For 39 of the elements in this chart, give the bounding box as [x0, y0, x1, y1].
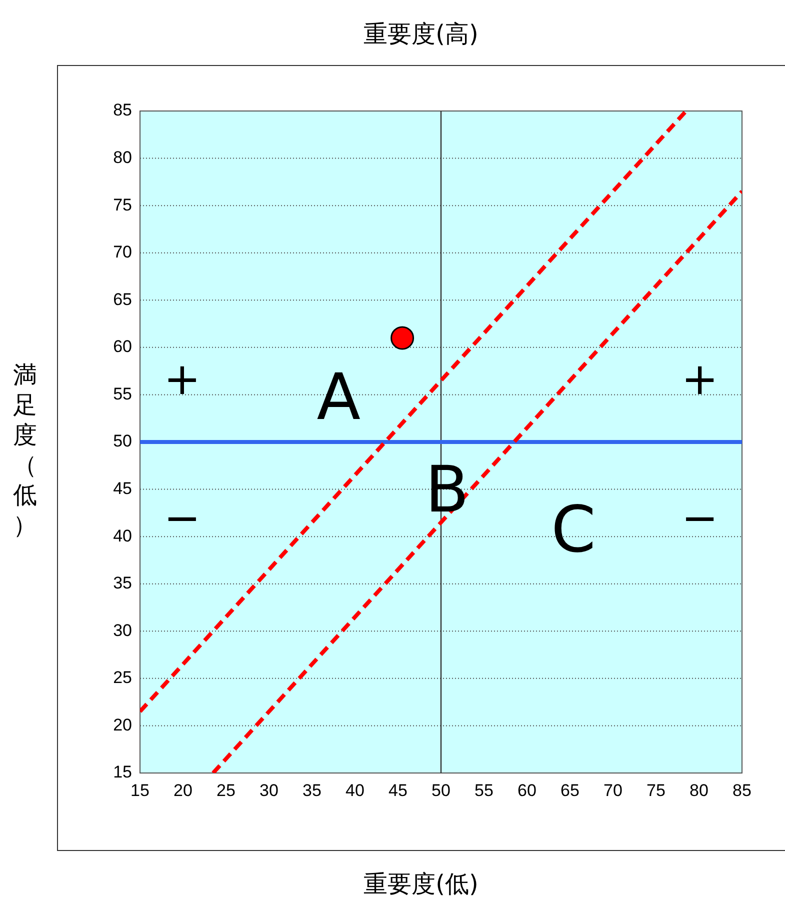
y-tick-label: 65 — [113, 290, 132, 309]
y-tick-label: 20 — [113, 715, 132, 734]
y-tick-label: 55 — [113, 384, 132, 404]
x-tick-label: 75 — [646, 780, 666, 800]
y-tick-label: 80 — [113, 148, 132, 167]
x-axis-title: 重要度(低) — [362, 869, 480, 897]
annotation: − — [164, 492, 201, 544]
y-tick-label: 75 — [113, 195, 132, 214]
x-tick-label: 85 — [732, 780, 752, 800]
y-tick-label: 25 — [113, 668, 132, 688]
y-tick-label: 15 — [113, 762, 132, 782]
x-tick-label: 50 — [432, 780, 450, 800]
y-tick-label: 70 — [113, 242, 132, 262]
x-tick-label: 60 — [518, 780, 536, 800]
x-tick-label: 20 — [174, 780, 192, 800]
x-tick-label: 15 — [130, 780, 150, 800]
x-tick-label: 55 — [474, 780, 494, 800]
y-tick-label: 45 — [113, 478, 132, 498]
y-tick-label: 35 — [113, 574, 132, 593]
y-tick-label: 85 — [113, 100, 132, 120]
y-tick-label: 60 — [113, 337, 132, 356]
x-tick-label: 70 — [604, 780, 622, 800]
x-tick-label: 45 — [388, 780, 408, 800]
annotation: − — [681, 492, 718, 544]
x-tick-label: 65 — [560, 780, 580, 800]
y-tick-label: 30 — [113, 620, 132, 640]
x-tick-label: 25 — [216, 780, 236, 800]
annotation: + — [164, 354, 201, 405]
x-tick-label: 40 — [346, 780, 364, 800]
annotation: + — [681, 354, 718, 405]
y-axis-title: 満足度（低） — [12, 360, 38, 540]
y-tick-label: 40 — [113, 526, 132, 546]
x-tick-label: 80 — [690, 780, 708, 800]
annotation: A — [316, 360, 361, 435]
x-tick-label: 30 — [260, 780, 278, 800]
x-tick-label: 35 — [302, 780, 322, 800]
y-tick-label: 50 — [113, 432, 132, 451]
chart-title: 重要度(高) — [362, 19, 480, 50]
annotation: C — [551, 493, 596, 568]
